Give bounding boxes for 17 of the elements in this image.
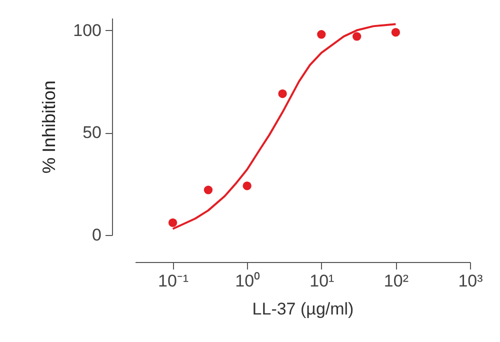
- x-axis-title: LL-37 (µg/ml): [252, 300, 354, 318]
- x-tick-label: 10⁻¹: [158, 272, 189, 290]
- x-tick-label: 10²: [384, 272, 409, 290]
- point: [168, 218, 178, 228]
- y-tick-label: 0: [92, 226, 102, 244]
- point: [242, 182, 252, 190]
- y-axis-title: % Inhibition: [39, 80, 60, 174]
- point: [352, 32, 362, 41]
- point: [317, 30, 326, 39]
- y-tick-label: 100: [73, 20, 102, 40]
- y-tick-label: 50: [82, 123, 102, 142]
- point: [204, 186, 213, 194]
- x-tick-label: 10⁰: [235, 272, 260, 290]
- x-tick-label: 10¹: [310, 272, 335, 290]
- point: [391, 28, 400, 37]
- x-tick-label: 10³: [458, 272, 484, 290]
- point: [278, 89, 287, 98]
